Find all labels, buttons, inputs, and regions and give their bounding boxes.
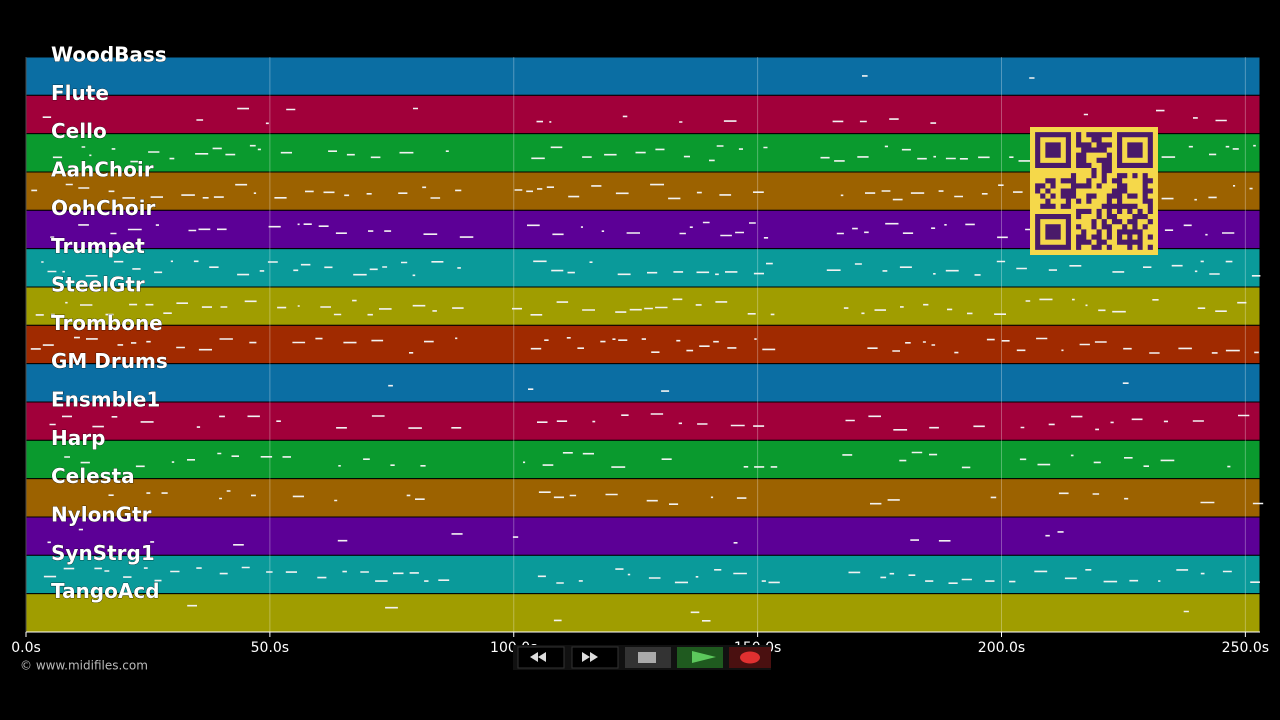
- track-label: Ensmble1: [51, 388, 160, 412]
- note-marks: [41, 260, 1261, 277]
- note-marks: [187, 604, 1189, 622]
- tick-label: 0.0s: [11, 640, 41, 656]
- notes: [30, 75, 1264, 622]
- record-button[interactable]: [729, 647, 771, 668]
- stop-button[interactable]: [625, 647, 671, 668]
- track-label: Trumpet: [51, 234, 145, 258]
- track-row: [25, 248, 1261, 288]
- note-marks: [43, 566, 1260, 584]
- tick-label: 250.0s: [1222, 640, 1269, 656]
- track-label: Flute: [51, 81, 109, 105]
- track-row: [25, 554, 1261, 595]
- note-marks: [108, 490, 1264, 505]
- track-row: [25, 478, 1261, 518]
- track-row: [25, 439, 1261, 480]
- grid: [25, 57, 1246, 632]
- track-row: [25, 401, 1261, 441]
- track-label: SynStrg1: [51, 541, 155, 565]
- track-row: [25, 324, 1261, 365]
- qr-pattern: [1035, 132, 1153, 250]
- track-label: Celesta: [51, 464, 135, 488]
- note-marks: [49, 413, 1250, 431]
- track-label: SteelGtr: [51, 273, 145, 297]
- rewind-button[interactable]: [517, 646, 565, 669]
- tick-label: 50.0s: [251, 640, 289, 656]
- track-label: OohChoir: [51, 196, 155, 220]
- track-labels: WoodBass Flute Cello AahChoir OohChoir Trumpe…: [51, 42, 168, 603]
- note-marks: [42, 107, 1227, 125]
- controls: [513, 645, 771, 670]
- track-label: WoodBass: [51, 43, 167, 67]
- track-row: [25, 516, 1261, 556]
- fast-forward-button[interactable]: [571, 646, 619, 669]
- note-marks: [35, 298, 1247, 316]
- note-marks: [64, 451, 1231, 469]
- watermark: © www.midifiles.com: [20, 659, 148, 673]
- tick-label: 200.0s: [978, 640, 1025, 656]
- play-button[interactable]: [677, 647, 723, 668]
- note-marks: [30, 336, 1259, 354]
- qr-code: [1030, 127, 1158, 255]
- track-label: Harp: [51, 426, 105, 450]
- note-marks: [862, 75, 1035, 79]
- track-row: [25, 286, 1261, 326]
- track-label: GM Drums: [51, 349, 168, 373]
- track-label: AahChoir: [51, 158, 154, 182]
- track-row: [25, 56, 1261, 96]
- track-label: Trombone: [51, 311, 163, 335]
- track-row: [25, 593, 1261, 633]
- track-row: [25, 363, 1261, 403]
- track-label: Cello: [51, 119, 107, 143]
- track-label: TangoAcd: [51, 579, 160, 603]
- track-label: NylonGtr: [51, 503, 152, 527]
- note-marks: [388, 382, 1129, 392]
- note-marks: [47, 528, 1064, 546]
